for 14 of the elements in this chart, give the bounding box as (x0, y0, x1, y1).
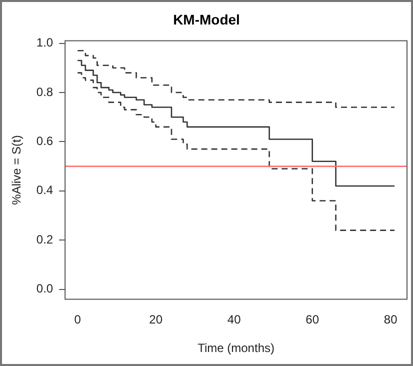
x-axis-title: Time (months) (198, 341, 274, 356)
x-tick-label: 40 (227, 312, 242, 327)
chart-title: KM-Model (173, 11, 240, 28)
y-tick-label: 0.8 (36, 84, 54, 99)
x-tick-label: 20 (149, 312, 163, 327)
y-tick-label: 0.0 (36, 282, 54, 296)
y-tick-label: 0.6 (36, 134, 54, 148)
y-axis-title: %Alive = S(t) (10, 135, 24, 205)
x-tick-label: 60 (306, 312, 320, 327)
x-tick-label: 0 (74, 312, 82, 327)
y-tick-label: 1.0 (36, 36, 54, 50)
x-tick-label: 80 (384, 312, 398, 327)
y-tick-label: 0.4 (36, 183, 54, 198)
y-tick-label: 0.2 (36, 232, 54, 246)
